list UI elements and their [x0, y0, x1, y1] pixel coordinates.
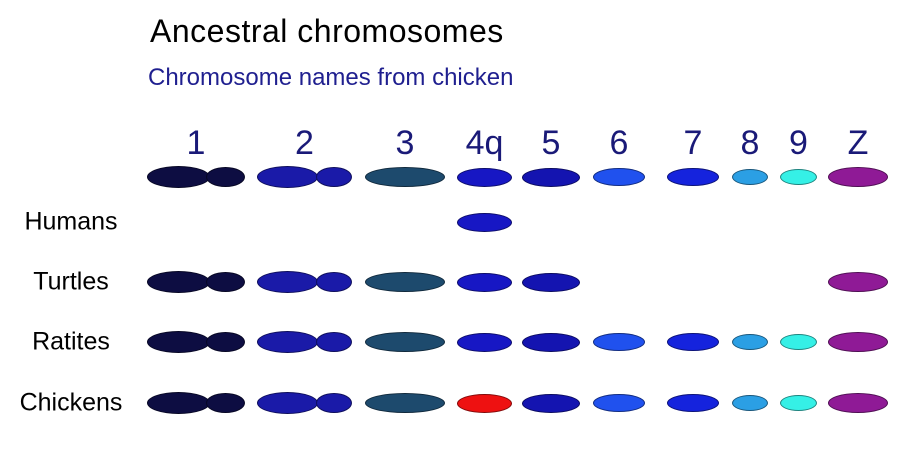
chromosome-5-chickens: [522, 393, 580, 413]
row-label-ratites: Ratites: [32, 327, 110, 356]
chromosome-1-ratites: [147, 331, 210, 353]
column-header-4q: 4q: [465, 124, 504, 162]
chromosome-6-chickens: [593, 394, 645, 412]
chromosome-4q-turtles: [457, 272, 512, 292]
chromosome-4q-ancestral: [457, 167, 512, 187]
chromosome-8-ancestral: [732, 169, 768, 185]
chromosome-4q-ratites: [457, 332, 512, 352]
column-header-5: 5: [541, 124, 561, 162]
chromosome-2-ratites: [316, 332, 352, 352]
column-header-7: 7: [683, 124, 703, 162]
chromosome-z-chickens: [828, 393, 888, 413]
chromosome-8-ratites: [732, 334, 768, 350]
chromosome-z-ratites: [828, 332, 888, 352]
chromosome-1-chickens: [206, 393, 245, 413]
chromosome-4q-chickens: [457, 393, 512, 413]
chromosome-2-ratites: [257, 331, 318, 353]
chromosome-1-chickens: [147, 392, 210, 414]
chromosome-2-chickens: [316, 393, 352, 413]
chromosome-1-turtles: [147, 271, 210, 293]
chromosome-4q-humans: [457, 212, 512, 232]
row-label-humans: Humans: [24, 207, 118, 236]
chromosome-1-ancestral: [147, 166, 210, 188]
column-header-3: 3: [395, 124, 415, 162]
chromosome-3-chickens: [365, 393, 445, 413]
chromosome-9-ancestral: [780, 169, 817, 185]
chromosome-1-turtles: [206, 272, 245, 292]
chromosome-3-turtles: [365, 272, 445, 292]
chromosome-2-ancestral: [316, 167, 352, 187]
chromosome-5-ratites: [522, 332, 580, 352]
page-subtitle: Chromosome names from chicken: [148, 64, 514, 91]
chromosome-3-ancestral: [365, 167, 445, 187]
chromosome-9-ratites: [780, 334, 817, 350]
chromosome-9-chickens: [780, 395, 817, 411]
chromosome-7-chickens: [667, 394, 719, 412]
row-label-turtles: Turtles: [33, 267, 109, 296]
chromosome-2-ancestral: [257, 166, 318, 188]
column-header-8: 8: [740, 124, 760, 162]
chromosome-7-ratites: [667, 333, 719, 351]
chromosome-2-chickens: [257, 392, 318, 414]
chromosome-7-ancestral: [667, 168, 719, 186]
row-label-chickens: Chickens: [19, 388, 123, 417]
chromosome-1-ratites: [206, 332, 245, 352]
chromosome-z-turtles: [828, 272, 888, 292]
chromosome-6-ratites: [593, 333, 645, 351]
column-header-z: Z: [847, 124, 869, 162]
chromosome-1-ancestral: [206, 167, 245, 187]
chromosome-6-ancestral: [593, 168, 645, 186]
column-header-6: 6: [609, 124, 629, 162]
page-title: Ancestral chromosomes: [150, 13, 504, 49]
column-header-1: 1: [186, 124, 206, 162]
chromosome-2-turtles: [316, 272, 352, 292]
chromosome-z-ancestral: [828, 167, 888, 187]
column-header-2: 2: [295, 124, 314, 162]
chromosome-5-ancestral: [522, 167, 580, 187]
column-header-9: 9: [789, 124, 808, 162]
chromosome-8-chickens: [732, 395, 768, 411]
chromosome-3-ratites: [365, 332, 445, 352]
chromosome-5-turtles: [522, 272, 580, 292]
chromosome-2-turtles: [257, 271, 318, 293]
